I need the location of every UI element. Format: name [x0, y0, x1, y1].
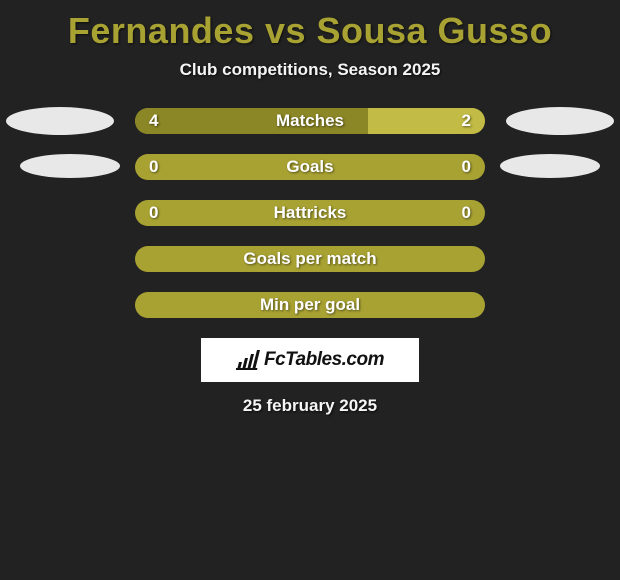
comparison-row: 00Hattricks	[0, 200, 620, 226]
comparison-row: Goals per match	[0, 246, 620, 272]
comparison-row: Min per goal	[0, 292, 620, 318]
player-right-ellipse	[500, 154, 600, 178]
player-right-ellipse	[506, 107, 614, 135]
subtitle: Club competitions, Season 2025	[0, 60, 620, 108]
logo: FcTables.com	[236, 349, 384, 371]
stat-label: Goals	[135, 154, 485, 180]
stat-bar: Min per goal	[135, 292, 485, 318]
stat-label: Min per goal	[135, 292, 485, 318]
stat-label: Matches	[135, 108, 485, 134]
comparison-row: 42Matches	[0, 108, 620, 134]
stat-bar: 00Goals	[135, 154, 485, 180]
stat-bar: 42Matches	[135, 108, 485, 134]
bar-chart-icon	[236, 350, 262, 370]
comparison-row: 00Goals	[0, 154, 620, 180]
stat-label: Goals per match	[135, 246, 485, 272]
player-left-ellipse	[20, 154, 120, 178]
stat-bar: Goals per match	[135, 246, 485, 272]
infographic-container: Fernandes vs Sousa Gusso Club competitio…	[0, 0, 620, 416]
logo-text: FcTables.com	[264, 349, 384, 371]
stat-label: Hattricks	[135, 200, 485, 226]
date-label: 25 february 2025	[0, 382, 620, 416]
logo-box: FcTables.com	[201, 338, 419, 382]
player-left-ellipse	[6, 107, 114, 135]
page-title: Fernandes vs Sousa Gusso	[0, 8, 620, 60]
stat-bar: 00Hattricks	[135, 200, 485, 226]
comparison-rows: 42Matches 00Goals 00Hattricks Goals per mat…	[0, 108, 620, 318]
